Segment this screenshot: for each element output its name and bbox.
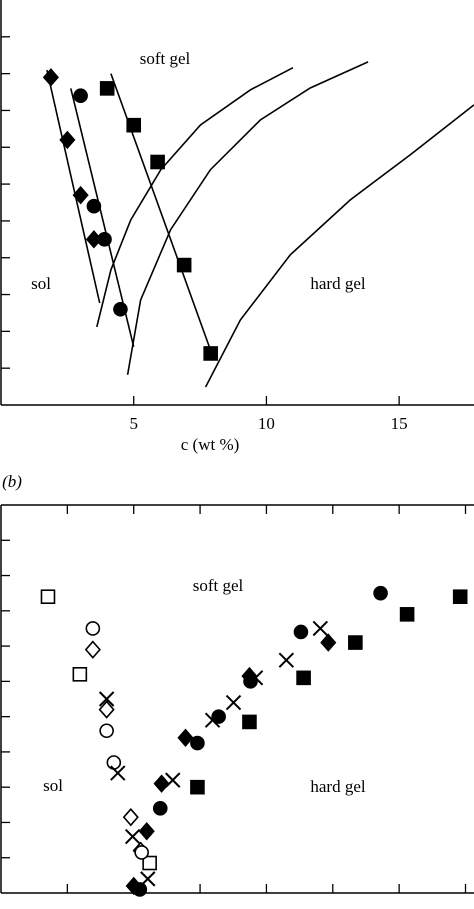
square-marker [452,589,468,605]
cross-marker [98,691,115,707]
region-label: hard gel [310,777,366,796]
circle-marker [134,845,149,860]
diamond-marker [153,774,170,793]
circle-marker [97,232,112,247]
square-marker [242,714,257,730]
square-marker [348,635,363,650]
circle-marker [293,624,309,640]
circle-marker [373,585,388,601]
circle-marker [243,674,258,689]
square-marker [399,607,415,622]
region-label: soft gel [193,576,244,595]
diamond-marker [98,700,115,719]
diamond-marker [122,807,139,827]
region-label: sol [43,776,63,795]
cross-marker [225,694,242,711]
circle-marker [113,301,128,317]
circle-marker [99,723,114,739]
fit-line [96,66,294,328]
cross-marker [278,652,295,668]
square-marker [150,154,165,170]
x-tick-label: 15 [391,414,408,433]
square-marker [176,257,192,273]
square-marker [190,779,205,795]
diamond-marker [138,822,155,841]
square-marker [296,670,311,686]
diamond-marker [72,185,89,205]
fit-line [46,69,101,304]
diamond-marker [177,728,194,748]
region-label: hard gel [310,274,366,293]
cross-marker [110,765,126,781]
panel-label: (b) [2,472,22,491]
diamond-marker [320,633,337,652]
circle-marker [86,198,102,214]
fit-line [126,61,369,375]
diamond-marker [42,68,59,87]
circle-marker [85,621,101,636]
circle-marker [211,709,226,724]
square-marker [142,855,157,871]
circle-marker [73,88,88,104]
region-label: sol [31,274,51,293]
x-tick-label: 10 [258,414,275,433]
fit-line [204,104,474,388]
circle-marker [152,801,168,816]
square-marker [126,117,142,133]
diamond-marker [84,640,101,659]
x-tick-label: 5 [129,414,138,433]
square-marker [99,81,115,96]
region-label: soft gel [140,49,191,68]
square-marker [40,589,56,605]
square-marker [203,346,218,361]
circle-marker [106,755,122,770]
cross-marker [312,620,329,637]
cross-marker [124,828,141,845]
circle-marker [132,882,148,897]
square-marker [72,667,88,682]
diamond-marker [59,130,76,150]
x-axis-label: c (wt %) [181,435,240,454]
circle-marker [190,735,205,751]
